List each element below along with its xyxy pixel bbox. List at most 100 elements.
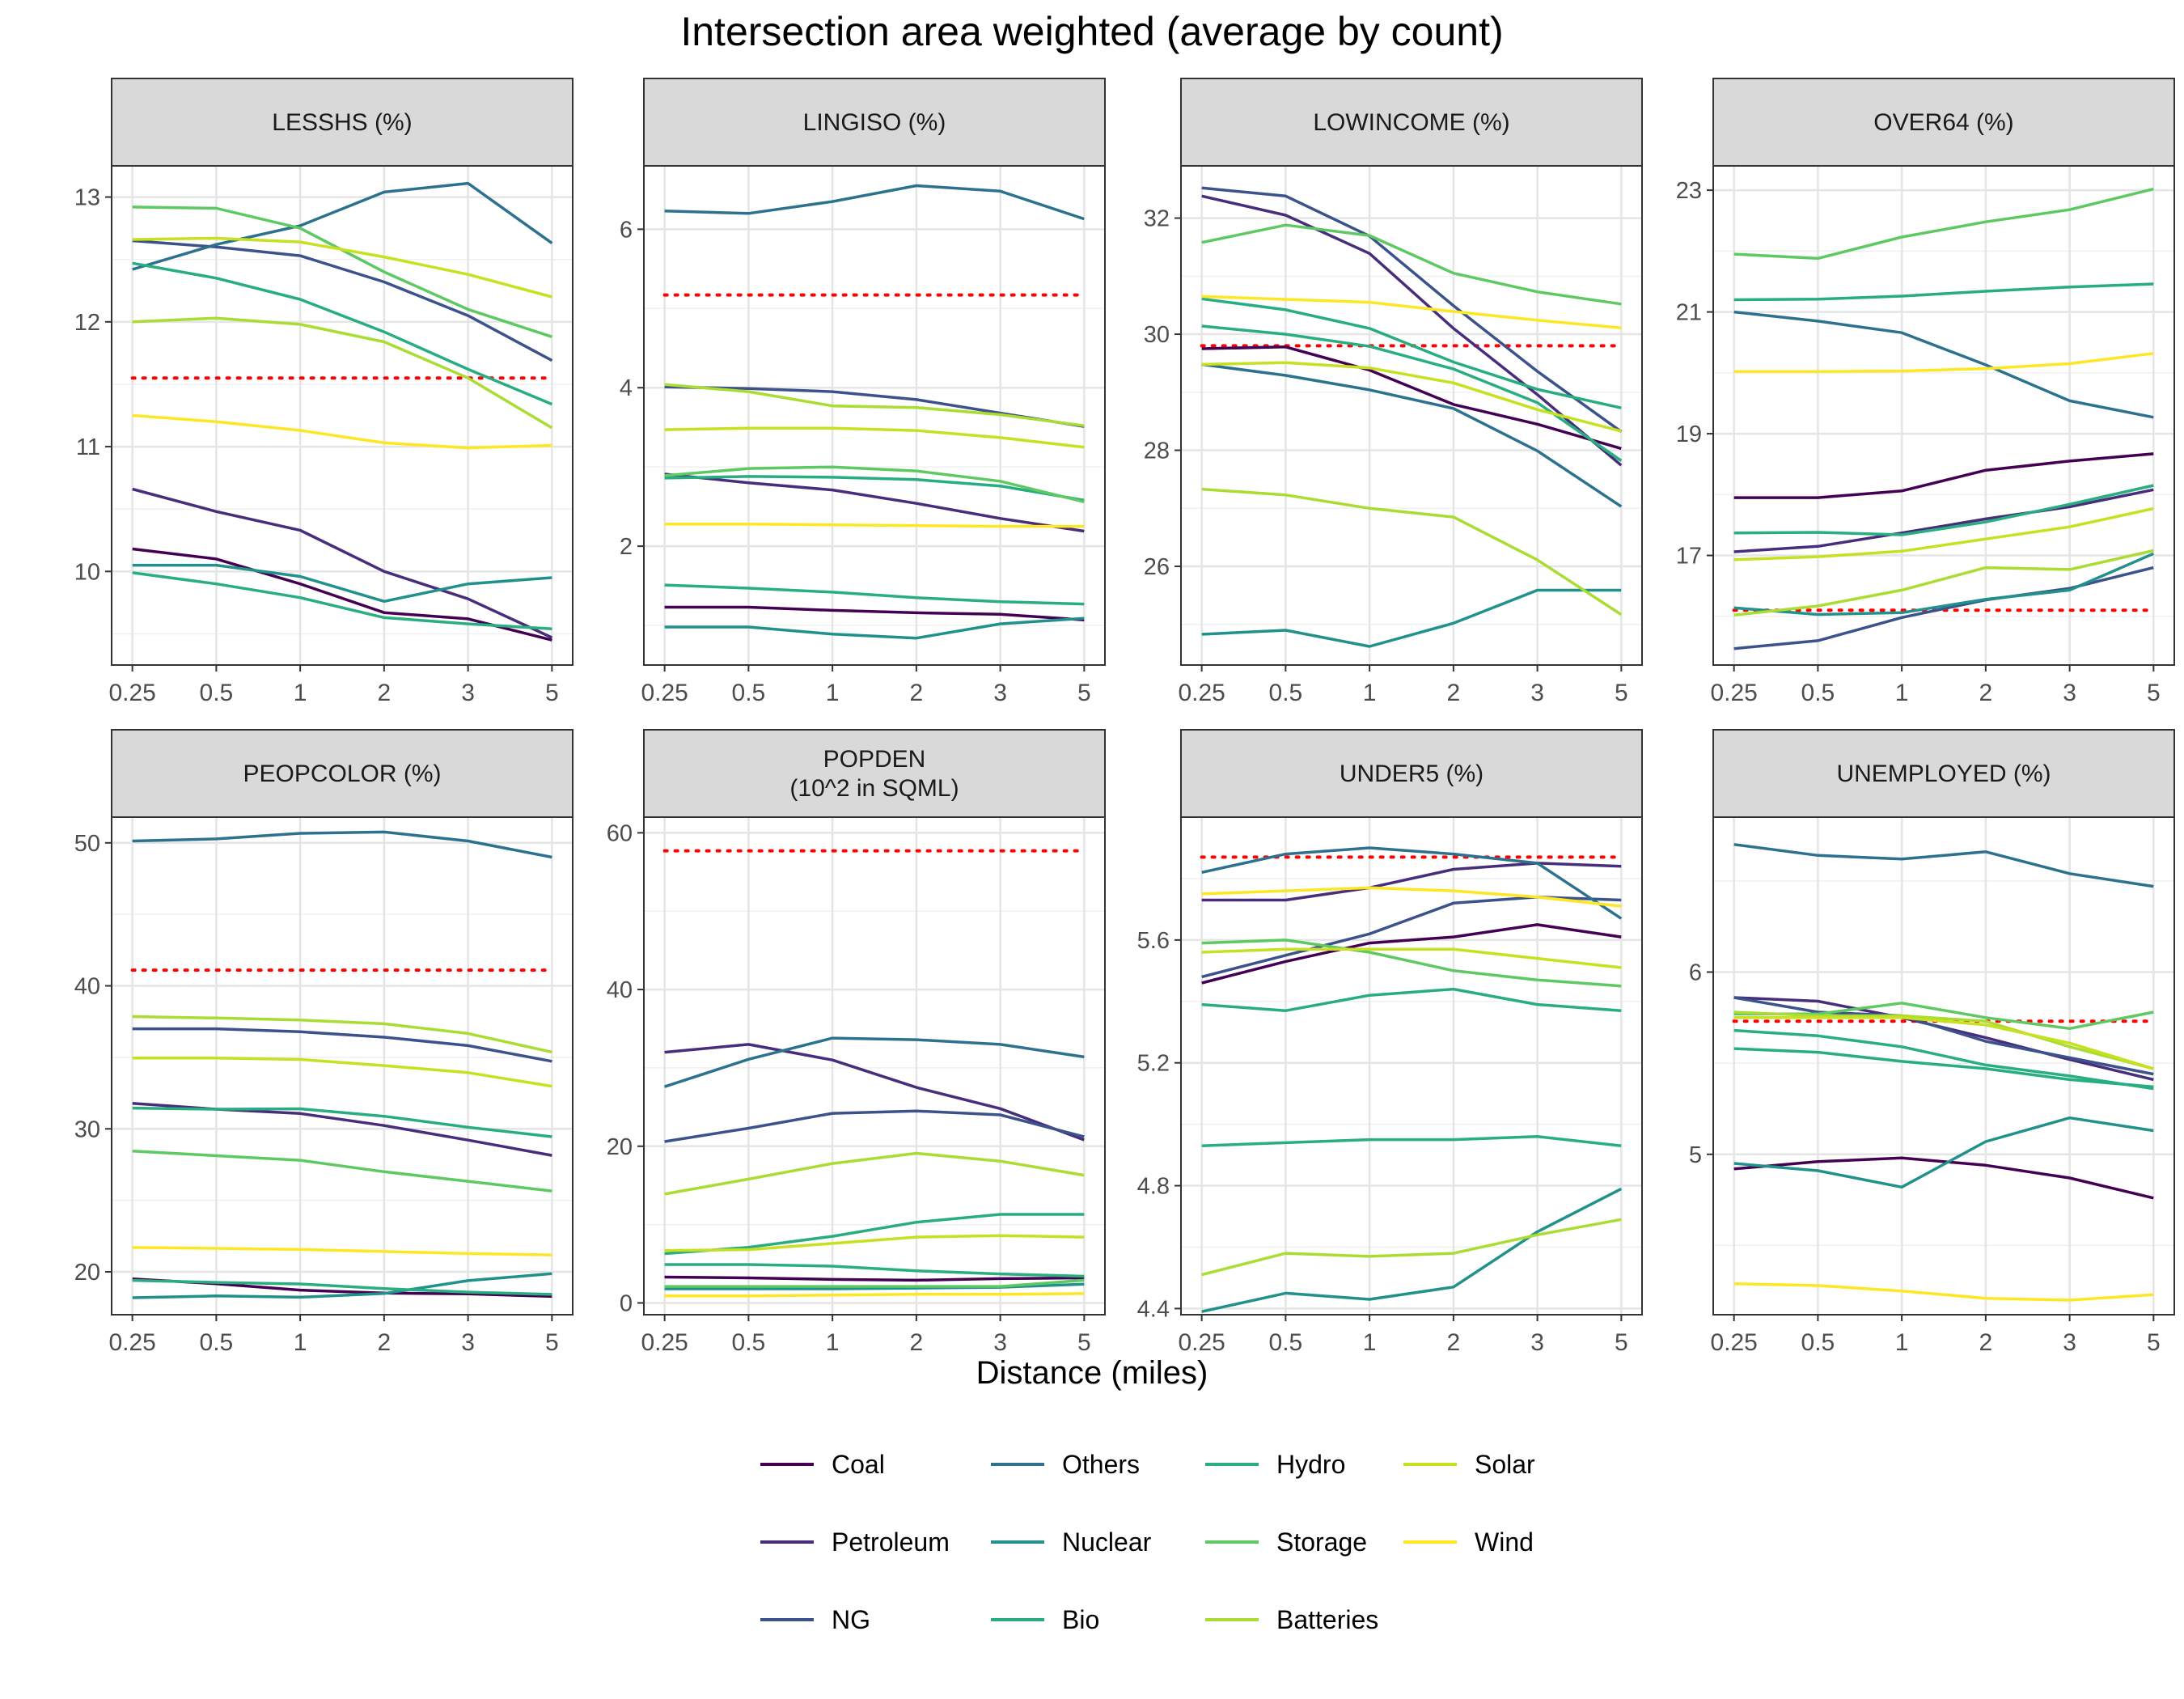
x-tick-label: 0.25 [641,1329,688,1356]
y-tick-label: 2 [620,534,633,560]
x-tick-label: 0.25 [641,680,688,706]
x-tick-label: 5 [1615,680,1628,706]
panel-8: UNEMPLOYED (%) 5 6 0.25 0.5 1 2 3 5 [1689,729,2175,1356]
series-line-coal [664,605,1085,621]
y-tick-label: 23 [1676,178,1702,204]
y-tick-label: 60 [607,820,633,846]
panel-border [1712,165,2175,666]
x-tick-label: 5 [1077,680,1091,706]
legend-swatch [760,1463,814,1466]
x-tick-label: 3 [461,1329,475,1356]
series-line-bio [1201,987,1622,1012]
panel-border [1712,816,2175,1316]
series-line-coal [1733,452,2154,499]
series-line-nuclear [1201,588,1622,648]
x-tick-label: 3 [461,680,475,706]
legend-item-wind: Wind [1403,1526,1534,1558]
series-line-petroleum [664,1043,1085,1142]
series-line-batteries [1201,1218,1622,1277]
series-line-wind [1201,886,1622,908]
series-line-batteries [1201,487,1623,616]
legend-swatch [1205,1540,1259,1544]
y-tick-label: 6 [1689,960,1702,985]
series-line-solar [664,1234,1085,1252]
series-line-bio [1733,1047,2154,1089]
panel-6: POPDEN (10^2 in SQML) 0 20 40 60 0.25 0.5 1 2 3 5 [607,729,1106,1356]
panel-strip [1180,78,1643,167]
legend-label: Batteries [1276,1604,1379,1634]
legend-label: Wind [1475,1527,1534,1557]
y-tick-label: 21 [1676,300,1702,326]
panel-strip [643,78,1106,167]
x-tick-label: 2 [1979,1329,1993,1356]
series-line-wind [664,1292,1085,1298]
legend-item-storage: Storage [1205,1526,1367,1558]
x-tick-label: 2 [1447,680,1461,706]
panel-strip [643,729,1106,818]
series-line-others [1733,843,2154,888]
legend-label: Nuclear [1062,1527,1152,1557]
series-line-ng [132,239,553,362]
legend-label: Bio [1062,1604,1100,1634]
x-axis-title: Distance (miles) [976,1355,1208,1391]
panel-7: UNDER5 (%) 4.4 4.8 5.2 5.6 0.25 0.5 1 2 3 5 [1137,729,1643,1356]
x-tick-label: 2 [910,680,924,706]
legend-swatch [991,1618,1044,1621]
y-tick-label: 26 [1144,554,1170,580]
x-tick-label: 0.25 [108,680,155,706]
x-tick-label: 3 [993,680,1007,706]
y-tick-label: 12 [74,310,100,336]
x-tick-label: 5 [1077,1329,1091,1356]
panel-border [1180,816,1643,1316]
series-line-storage [664,1278,1085,1288]
legend-item-nuclear: Nuclear [991,1526,1151,1558]
series-line-hydro [664,1263,1085,1278]
legend-swatch [1205,1618,1259,1621]
panel-border [111,816,574,1316]
legend-label: NG [832,1604,870,1634]
series-line-batteries [1733,1011,2154,1070]
series-line-wind [664,522,1085,528]
x-tick-label: 0.25 [108,1329,155,1356]
series-line-wind [1201,294,1622,329]
y-tick-label: 5.6 [1137,928,1170,954]
legend-item-others: Others [991,1448,1140,1481]
x-tick-label: 5 [545,680,559,706]
panel-title: LOWINCOME (%) [1313,109,1509,136]
series-line-ng [1201,186,1623,434]
series-line-petroleum [1733,488,2154,553]
y-tick-label: 40 [607,977,633,1003]
series-line-storage [132,1149,552,1193]
legend-label: Others [1062,1449,1141,1479]
y-tick-label: 30 [74,1116,100,1142]
y-tick-label: 20 [607,1134,633,1160]
x-tick-label: 2 [378,1329,392,1356]
panel-border [1180,165,1643,666]
x-tick-label: 3 [993,1329,1007,1356]
x-tick-label: 1 [826,1329,840,1356]
series-line-batteries [664,1151,1085,1196]
panel-strip [111,78,574,167]
series-line-batteries [132,1015,552,1054]
legend-item-batteries: Batteries [1205,1604,1378,1636]
plot-background [112,817,573,1315]
series-line-solar [132,1057,552,1088]
legend-item-bio: Bio [991,1604,1099,1636]
y-tick-label: 11 [76,434,100,460]
y-tick-label: 19 [1676,422,1702,447]
x-tick-label: 5 [2147,1329,2161,1356]
y-tick-label: 6 [620,217,633,243]
y-tick-label: 0 [620,1290,633,1316]
series-line-petroleum [1201,194,1623,467]
panel-3: LOWINCOME (%) 26 28 30 32 0.25 0.5 1 2 3 5 [1144,78,1643,706]
panel-title: UNDER5 (%) [1340,761,1484,787]
panel-strip [1180,729,1643,818]
series-line-bio [1733,282,2154,302]
legend-swatch [1205,1463,1259,1466]
series-line-solar [1733,506,2154,561]
x-tick-label: 0.5 [732,680,766,706]
x-tick-label: 0.25 [1710,1329,1757,1356]
series-line-nuclear [132,1272,552,1299]
